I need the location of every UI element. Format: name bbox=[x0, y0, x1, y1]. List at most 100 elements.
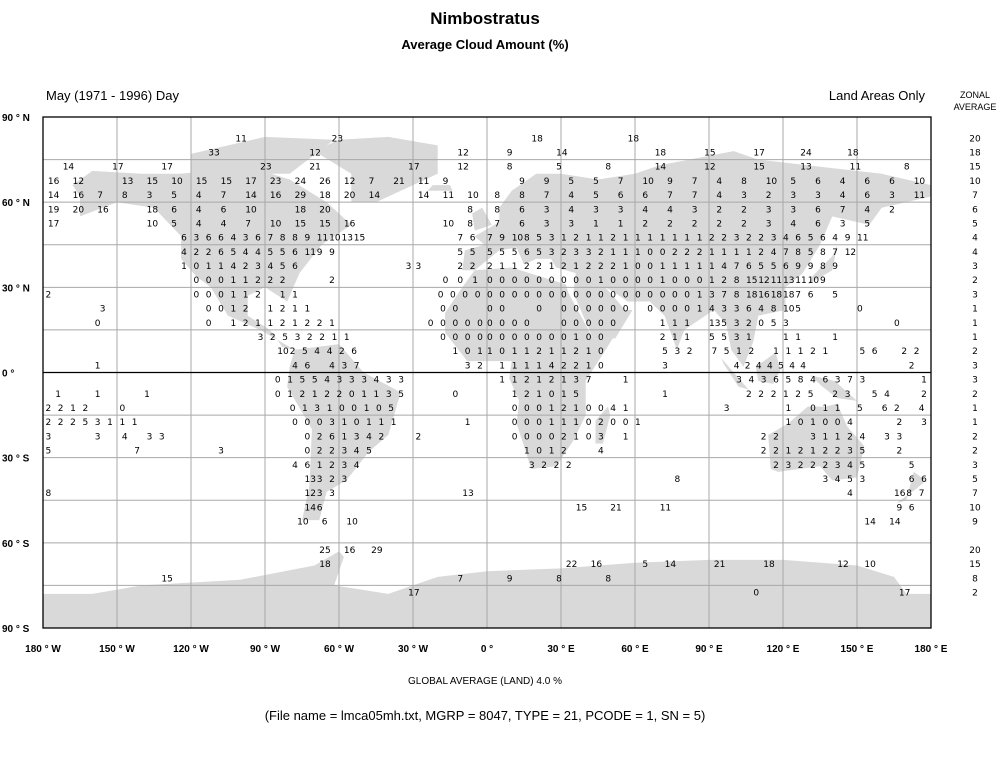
cell-value: 1 bbox=[536, 361, 542, 371]
cell-value: 12 bbox=[344, 177, 355, 187]
cell-value: 12 bbox=[704, 163, 715, 173]
cell-value: 0 bbox=[561, 305, 567, 315]
cell-value: 1 bbox=[536, 390, 542, 400]
cell-value: 29 bbox=[295, 191, 307, 201]
cell-value: 18 bbox=[847, 149, 859, 159]
cell-value: 2 bbox=[672, 248, 678, 258]
cell-value: 1 bbox=[684, 234, 690, 244]
cell-value: 2 bbox=[598, 248, 604, 258]
cell-value: 5 bbox=[556, 163, 562, 173]
cell-value: 2 bbox=[889, 205, 895, 215]
cell-value: 0 bbox=[512, 319, 518, 329]
cell-value: 17 bbox=[753, 149, 764, 159]
cell-value: 6 bbox=[519, 220, 525, 230]
cell-value: 2 bbox=[317, 319, 323, 329]
cell-value: 1 bbox=[697, 262, 703, 272]
cell-value: 0 bbox=[684, 305, 690, 315]
cell-value: 1 bbox=[70, 404, 76, 414]
cell-value: 2 bbox=[524, 376, 530, 386]
cell-value: 1 bbox=[206, 262, 212, 272]
zonal-average-value: 10 bbox=[969, 177, 981, 187]
cell-value: 2 bbox=[894, 404, 900, 414]
cell-value: 1 bbox=[231, 319, 237, 329]
cell-value: 1 bbox=[312, 390, 318, 400]
cell-value: 8 bbox=[556, 574, 562, 584]
cell-value: 4 bbox=[832, 234, 838, 244]
cell-value: 3 bbox=[465, 361, 471, 371]
cell-value: 3 bbox=[147, 432, 153, 442]
cell-value: 5 bbox=[872, 390, 878, 400]
cell-value: 5 bbox=[808, 248, 814, 258]
cell-value: 2 bbox=[379, 432, 385, 442]
cell-value: 2 bbox=[280, 319, 286, 329]
cell-value: 5 bbox=[231, 248, 237, 258]
cell-value: 15 bbox=[746, 276, 757, 286]
cell-value: 14 bbox=[369, 191, 381, 201]
cell-value: 5 bbox=[268, 248, 274, 258]
cell-value: 1 bbox=[453, 347, 459, 357]
cell-value: 0 bbox=[275, 390, 281, 400]
cell-value: 1 bbox=[231, 276, 237, 286]
cell-value: 1 bbox=[697, 290, 703, 300]
cell-value: 1 bbox=[672, 234, 678, 244]
cell-value: 9 bbox=[795, 262, 801, 272]
cell-value: 0 bbox=[218, 276, 224, 286]
cell-value: 13 bbox=[709, 319, 720, 329]
zonal-header-line-1: ZONAL bbox=[959, 90, 990, 100]
cell-value: 2 bbox=[46, 290, 52, 300]
cell-value: 3 bbox=[771, 234, 777, 244]
zonal-average-value: 2 bbox=[972, 589, 978, 599]
cell-value: 3 bbox=[761, 376, 767, 386]
cell-value: 4 bbox=[756, 361, 762, 371]
cell-value: 18 bbox=[295, 205, 307, 215]
cell-value: 0 bbox=[499, 290, 505, 300]
cell-value: 2 bbox=[70, 418, 76, 428]
cell-value: 1 bbox=[598, 234, 604, 244]
cell-value: 4 bbox=[847, 418, 853, 428]
cell-value: 0 bbox=[465, 333, 471, 343]
cell-value: 6 bbox=[815, 177, 821, 187]
cell-value: 6 bbox=[815, 220, 821, 230]
cell-value: 1 bbox=[218, 262, 224, 272]
cell-value: 1 bbox=[181, 262, 187, 272]
zonal-average-value: 9 bbox=[972, 518, 978, 528]
cell-value: 2 bbox=[823, 461, 829, 471]
cell-value: 0 bbox=[440, 305, 446, 315]
cell-value: 2 bbox=[541, 461, 547, 471]
cell-value: 0 bbox=[206, 305, 212, 315]
cell-value: 2 bbox=[573, 347, 579, 357]
cell-value: 3 bbox=[295, 333, 301, 343]
cell-value: 17 bbox=[161, 163, 172, 173]
cell-value: 3 bbox=[598, 432, 604, 442]
cell-value: 7 bbox=[667, 191, 673, 201]
cell-value: 3 bbox=[549, 234, 555, 244]
cell-value: 0 bbox=[798, 418, 804, 428]
cell-value: 1 bbox=[573, 432, 579, 442]
cell-value: 0 bbox=[586, 319, 592, 329]
cell-value: 7 bbox=[97, 191, 103, 201]
cell-value: 15 bbox=[319, 220, 330, 230]
cell-value: 3 bbox=[258, 333, 264, 343]
cell-value: 2 bbox=[758, 234, 764, 244]
cell-value: 0 bbox=[524, 333, 530, 343]
cell-value: 0 bbox=[499, 347, 505, 357]
cell-value: 2 bbox=[561, 262, 567, 272]
cell-value: 11 bbox=[771, 276, 782, 286]
cell-value: 2 bbox=[642, 220, 648, 230]
cell-value: 0 bbox=[512, 418, 518, 428]
cell-value: 1 bbox=[107, 418, 113, 428]
cell-value: 2 bbox=[268, 276, 274, 286]
longitude-label: 90 ° E bbox=[695, 644, 723, 655]
cell-value: 4 bbox=[196, 205, 202, 215]
zonal-average-value: 3 bbox=[972, 290, 978, 300]
graticule bbox=[42, 116, 932, 629]
cell-value: 21 bbox=[610, 503, 621, 513]
cell-value: 7 bbox=[494, 220, 500, 230]
cell-value: 7 bbox=[457, 234, 463, 244]
cell-value: 6 bbox=[872, 347, 878, 357]
cell-value: 0 bbox=[499, 319, 505, 329]
cell-value: 1 bbox=[302, 404, 308, 414]
cell-value: 3 bbox=[586, 248, 592, 258]
cell-value: 0 bbox=[623, 418, 629, 428]
